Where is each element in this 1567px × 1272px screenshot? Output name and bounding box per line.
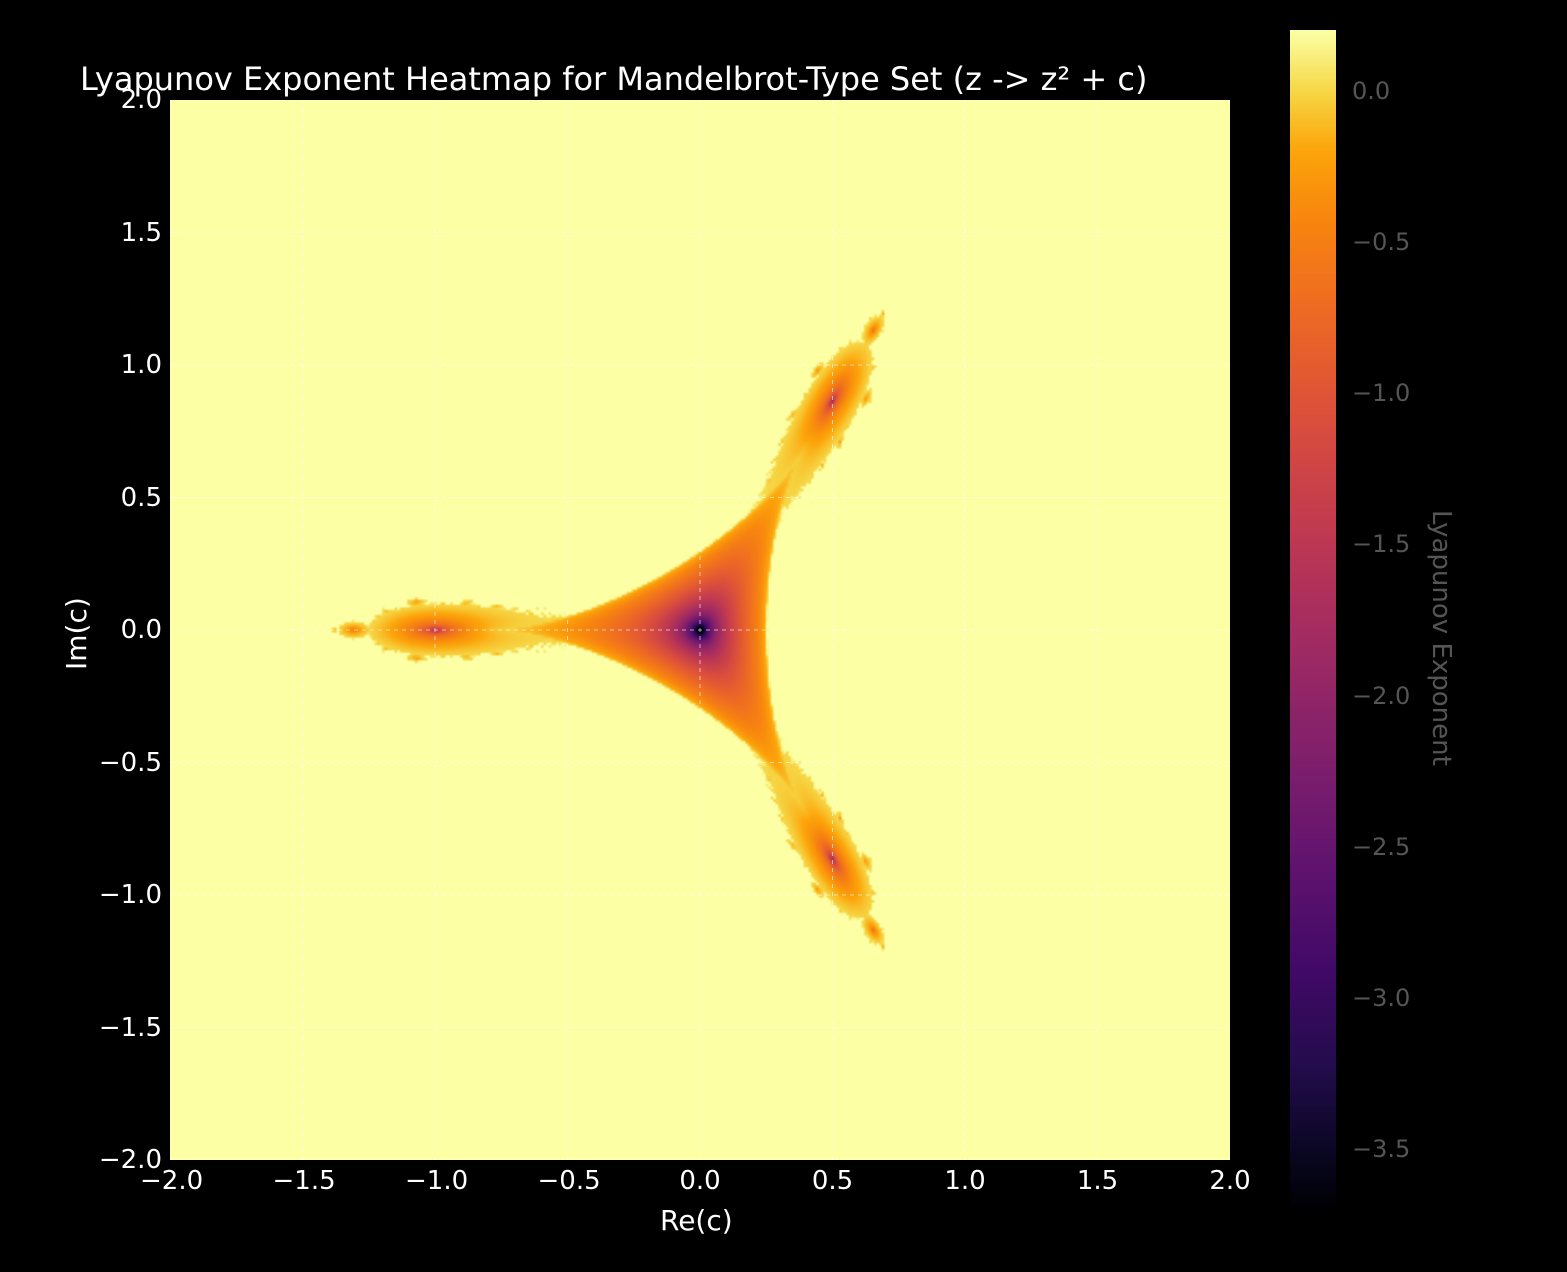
- y-tick-label: −1.5: [92, 1013, 162, 1043]
- x-tick-label: 0.0: [670, 1166, 730, 1196]
- colorbar-tick-label: −1.0: [1352, 379, 1410, 407]
- y-tick-label: 1.5: [92, 218, 162, 248]
- y-tick-label: 0.0: [92, 615, 162, 645]
- colorbar-tick-label: −2.0: [1352, 682, 1410, 710]
- x-tick-label: −1.5: [273, 1166, 333, 1196]
- colorbar-label: Lyapunov Exponent: [1426, 510, 1456, 766]
- y-tick-label: −0.5: [92, 748, 162, 778]
- colorbar: [1290, 30, 1336, 1210]
- x-tick-label: 2.0: [1200, 1166, 1260, 1196]
- y-tick-label: 1.0: [92, 350, 162, 380]
- x-tick-label: 1.5: [1068, 1166, 1128, 1196]
- heatmap-canvas: [170, 100, 1230, 1160]
- colorbar-tick-label: −2.5: [1352, 833, 1410, 861]
- colorbar-tick-label: −3.5: [1352, 1135, 1410, 1163]
- colorbar-tick-label: −0.5: [1352, 228, 1410, 256]
- y-axis-label: Im(c): [60, 597, 93, 670]
- colorbar-tick-label: 0.0: [1352, 77, 1390, 105]
- x-axis-label: Re(c): [660, 1204, 733, 1237]
- y-tick-label: −1.0: [92, 880, 162, 910]
- colorbar-tick-label: −3.0: [1352, 984, 1410, 1012]
- colorbar-tick-label: −1.5: [1352, 530, 1410, 558]
- y-tick-label: 2.0: [92, 85, 162, 115]
- plot-area: [170, 100, 1230, 1160]
- y-tick-label: −2.0: [92, 1145, 162, 1175]
- x-tick-label: 1.0: [935, 1166, 995, 1196]
- x-tick-label: 0.5: [803, 1166, 863, 1196]
- chart-title: Lyapunov Exponent Heatmap for Mandelbrot…: [80, 60, 1147, 98]
- x-tick-label: −1.0: [405, 1166, 465, 1196]
- x-tick-label: −0.5: [538, 1166, 598, 1196]
- figure: Lyapunov Exponent Heatmap for Mandelbrot…: [0, 0, 1567, 1272]
- colorbar-canvas: [1290, 30, 1336, 1210]
- y-tick-label: 0.5: [92, 483, 162, 513]
